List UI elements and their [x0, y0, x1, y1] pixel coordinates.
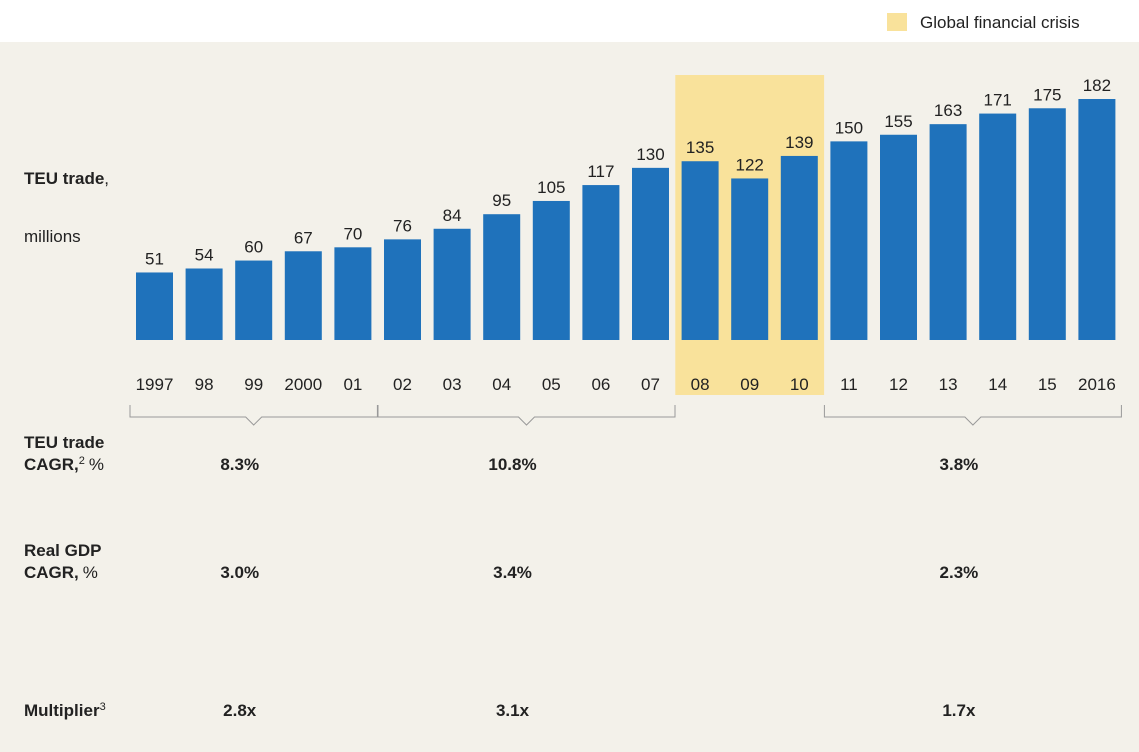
bar	[830, 141, 868, 340]
metric-label: Multiplier3	[24, 701, 106, 720]
x-tick-label: 13	[939, 375, 958, 394]
x-tick-label: 10	[790, 375, 809, 394]
bracket	[377, 405, 676, 426]
metric-label-text: CAGR,	[24, 563, 79, 582]
metric-value: 3.4%	[493, 563, 532, 582]
bar	[433, 228, 471, 340]
bar	[284, 251, 322, 340]
value-label: 163	[934, 101, 962, 120]
bracket	[823, 405, 1122, 426]
metric-value: 3.8%	[940, 455, 979, 474]
value-label: 122	[736, 155, 764, 174]
metric-label: TEU trade	[24, 433, 104, 452]
metric-label-text: Multiplier	[24, 701, 100, 720]
metric-label-text: CAGR,	[24, 455, 79, 474]
legend-swatch	[887, 13, 907, 31]
bar	[929, 124, 967, 341]
chart-background	[0, 42, 1139, 752]
bar	[1028, 108, 1066, 341]
y-axis-label-unit: millions	[24, 227, 81, 246]
bracket	[129, 405, 378, 426]
footnote-mark: 2	[79, 455, 85, 467]
x-tick-label: 98	[195, 375, 214, 394]
x-tick-label: 05	[542, 375, 561, 394]
metric-value: 3.0%	[220, 563, 259, 582]
metric-value: 1.7x	[942, 701, 976, 720]
bar	[384, 239, 421, 340]
value-label: 171	[984, 91, 1012, 110]
value-label: 105	[537, 178, 565, 197]
value-label: 84	[443, 206, 462, 225]
y-axis-label: TEU trade,	[24, 169, 109, 188]
bar	[681, 161, 719, 340]
bar	[136, 272, 173, 340]
bar	[632, 167, 669, 340]
value-label: 51	[145, 249, 164, 268]
metric-unit: %	[83, 563, 98, 582]
bar	[532, 200, 570, 340]
metric-label: CAGR,%	[24, 563, 98, 582]
metric-label-text: Real GDP	[24, 541, 101, 560]
bar	[235, 260, 273, 340]
y-label-bold: TEU trade	[24, 169, 104, 188]
x-tick-label: 99	[244, 375, 263, 394]
x-tick-label: 12	[889, 375, 908, 394]
metric-label: Real GDP	[24, 541, 101, 560]
x-tick-label: 15	[1038, 375, 1057, 394]
x-tick-label: 06	[591, 375, 610, 394]
value-label: 95	[492, 191, 511, 210]
x-tick-label: 14	[988, 375, 1007, 394]
value-label: 60	[244, 238, 263, 257]
value-label: 135	[686, 138, 714, 157]
x-tick-label: 11	[840, 375, 858, 394]
value-label: 76	[393, 216, 412, 235]
x-tick-label: 03	[443, 375, 462, 394]
x-tick-label: 2000	[284, 375, 322, 394]
bar	[731, 178, 769, 340]
bar	[979, 113, 1017, 340]
value-label: 54	[195, 245, 214, 264]
bar	[483, 214, 521, 340]
bar	[582, 185, 620, 340]
value-label: 139	[785, 133, 813, 152]
x-tick-label: 2016	[1078, 375, 1116, 394]
value-label: 155	[884, 112, 912, 131]
metric-label-text: TEU trade	[24, 433, 104, 452]
x-tick-label: 1997	[136, 375, 174, 394]
metric-value: 10.8%	[488, 455, 536, 474]
bar	[185, 268, 223, 340]
bar	[334, 247, 372, 340]
value-label: 67	[294, 228, 313, 247]
value-label: 175	[1033, 85, 1061, 104]
metric-value: 8.3%	[220, 455, 259, 474]
x-tick-label: 02	[393, 375, 412, 394]
metric-label: CAGR,2%	[24, 455, 104, 474]
x-tick-label: 08	[691, 375, 710, 394]
bar	[780, 155, 818, 340]
bar	[880, 134, 917, 340]
x-tick-label: 01	[343, 375, 362, 394]
x-tick-label: 04	[492, 375, 511, 394]
value-label: 117	[587, 162, 614, 181]
x-tick-label: 07	[641, 375, 660, 394]
value-label: 70	[343, 224, 362, 243]
value-label: 182	[1083, 76, 1111, 95]
bar	[1078, 99, 1116, 340]
value-label: 150	[835, 118, 863, 137]
metric-value: 3.1x	[496, 701, 530, 720]
y-label-comma: ,	[104, 169, 109, 188]
x-tick-label: 09	[740, 375, 759, 394]
metric-value: 2.8x	[223, 701, 257, 720]
metric-value: 2.3%	[940, 563, 979, 582]
legend-label: Global financial crisis	[920, 13, 1080, 32]
value-label: 130	[636, 145, 664, 164]
footnote-mark: 3	[100, 701, 106, 713]
metric-unit: %	[89, 455, 104, 474]
